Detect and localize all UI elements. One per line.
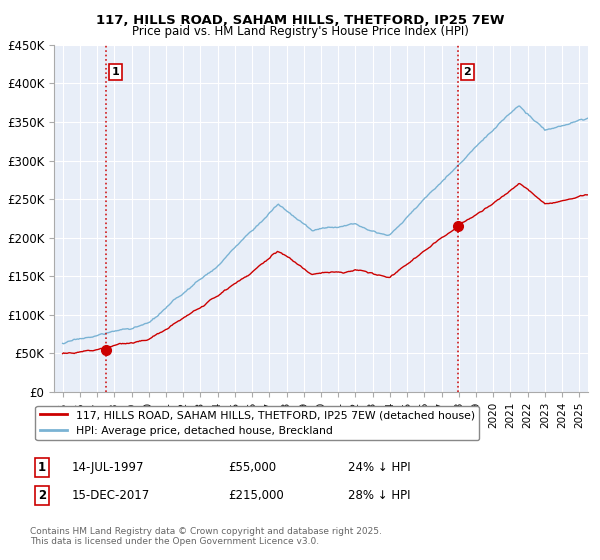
Text: 2: 2 xyxy=(463,67,471,77)
Text: 24% ↓ HPI: 24% ↓ HPI xyxy=(348,461,410,474)
Text: 2: 2 xyxy=(38,489,46,502)
Text: Price paid vs. HM Land Registry's House Price Index (HPI): Price paid vs. HM Land Registry's House … xyxy=(131,25,469,38)
Text: Contains HM Land Registry data © Crown copyright and database right 2025.
This d: Contains HM Land Registry data © Crown c… xyxy=(30,526,382,546)
Legend: 117, HILLS ROAD, SAHAM HILLS, THETFORD, IP25 7EW (detached house), HPI: Average : 117, HILLS ROAD, SAHAM HILLS, THETFORD, … xyxy=(35,406,479,440)
Text: 14-JUL-1997: 14-JUL-1997 xyxy=(72,461,145,474)
Text: 15-DEC-2017: 15-DEC-2017 xyxy=(72,489,150,502)
Text: 1: 1 xyxy=(38,461,46,474)
Text: 1: 1 xyxy=(112,67,119,77)
Text: 117, HILLS ROAD, SAHAM HILLS, THETFORD, IP25 7EW: 117, HILLS ROAD, SAHAM HILLS, THETFORD, … xyxy=(96,14,504,27)
Text: £55,000: £55,000 xyxy=(228,461,276,474)
Text: 28% ↓ HPI: 28% ↓ HPI xyxy=(348,489,410,502)
Text: £215,000: £215,000 xyxy=(228,489,284,502)
